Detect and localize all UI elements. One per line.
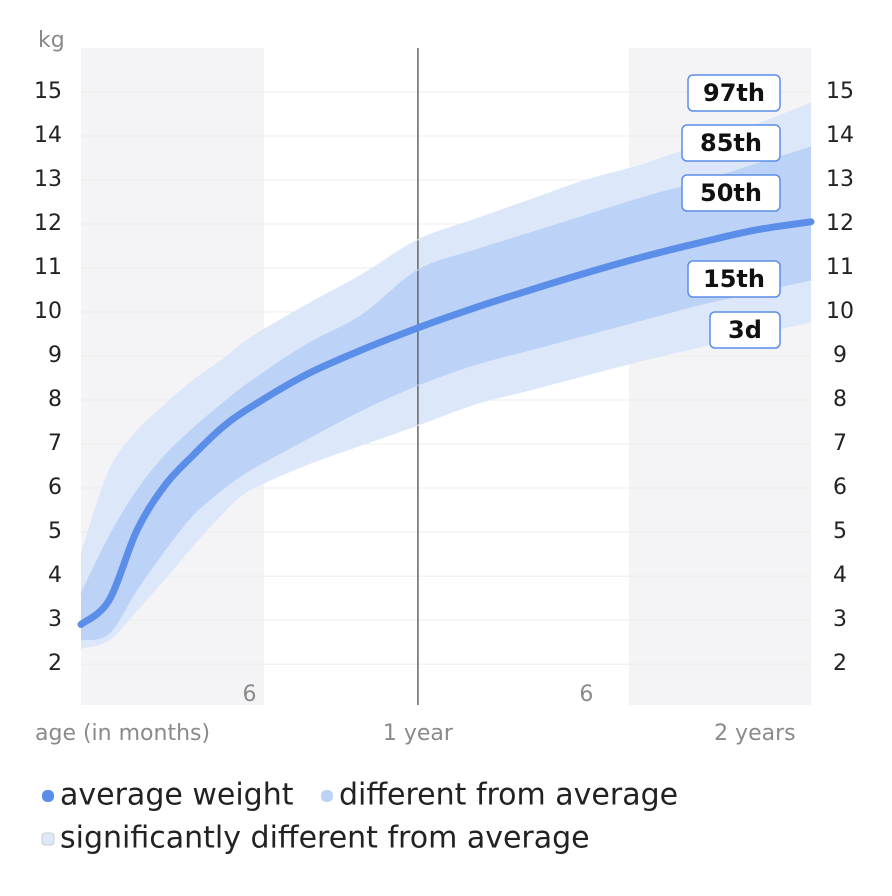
y-unit: kg: [38, 28, 65, 53]
y-tick-label: 8: [48, 387, 62, 412]
y-tick-label: 9: [48, 343, 62, 368]
x-tick-label: 6: [579, 682, 593, 707]
percentile-label: 85th: [700, 129, 762, 157]
percentile-line: [80, 102, 812, 555]
x-tick-label: 1 year: [383, 721, 454, 746]
y-tick-label: 7: [833, 431, 847, 456]
percentile-line: [80, 321, 812, 649]
percentile-label: 97th: [703, 79, 765, 107]
y-tick-label: 2: [48, 651, 62, 676]
y-tick-label: 8: [833, 387, 847, 412]
percentile-box: [687, 74, 781, 112]
band: [81, 147, 811, 640]
x-label: age (in months): [35, 721, 210, 746]
percentile-line: [80, 146, 812, 595]
y-tick-label: 12: [34, 211, 62, 236]
legend-label: significantly different from average: [60, 821, 590, 856]
y-tick-label: 12: [826, 211, 854, 236]
y-tick-label: 11: [34, 255, 62, 280]
y-tick-label: 14: [34, 123, 62, 148]
y-tick-label: 9: [833, 343, 847, 368]
y-tick-label: 7: [48, 431, 62, 456]
y-tick-label: 6: [48, 475, 62, 500]
y-tick-label: 15: [34, 79, 62, 104]
y-tick-label: 5: [833, 519, 847, 544]
x-tick-label: 2 years: [714, 721, 796, 746]
percentile-box: [687, 260, 781, 298]
y-tick-label: 15: [826, 79, 854, 104]
y-tick-label: 3: [48, 607, 62, 632]
percentile-label: 50th: [700, 179, 762, 207]
x-tick-label: 6: [242, 682, 256, 707]
percentile-box: [709, 311, 781, 349]
percentile-box: [681, 124, 781, 162]
y-tick-label: 13: [826, 167, 854, 192]
percentile-line: [80, 279, 812, 641]
y-tick-label: 4: [833, 563, 847, 588]
percentile-label: 15th: [703, 265, 765, 293]
y-tick-label: 4: [48, 563, 62, 588]
legend-label: different from average: [339, 778, 678, 813]
y-tick-label: 3: [833, 607, 847, 632]
y-tick-label: 6: [833, 475, 847, 500]
y-tick-label: 14: [826, 123, 854, 148]
percentile-line: [77, 218, 815, 628]
y-tick-label: 11: [826, 255, 854, 280]
legend-marker: [321, 790, 333, 802]
y-tick-label: 2: [833, 651, 847, 676]
percentile-box: [681, 174, 781, 212]
legend-label: average weight: [60, 778, 294, 813]
legend-marker: [42, 790, 54, 802]
y-tick-label: 10: [34, 299, 62, 324]
percentile-label: 3d: [728, 316, 762, 344]
y-tick-label: 13: [34, 167, 62, 192]
y-tick-label: 10: [826, 299, 854, 324]
legend-marker: [41, 832, 55, 846]
y-tick-label: 5: [48, 519, 62, 544]
